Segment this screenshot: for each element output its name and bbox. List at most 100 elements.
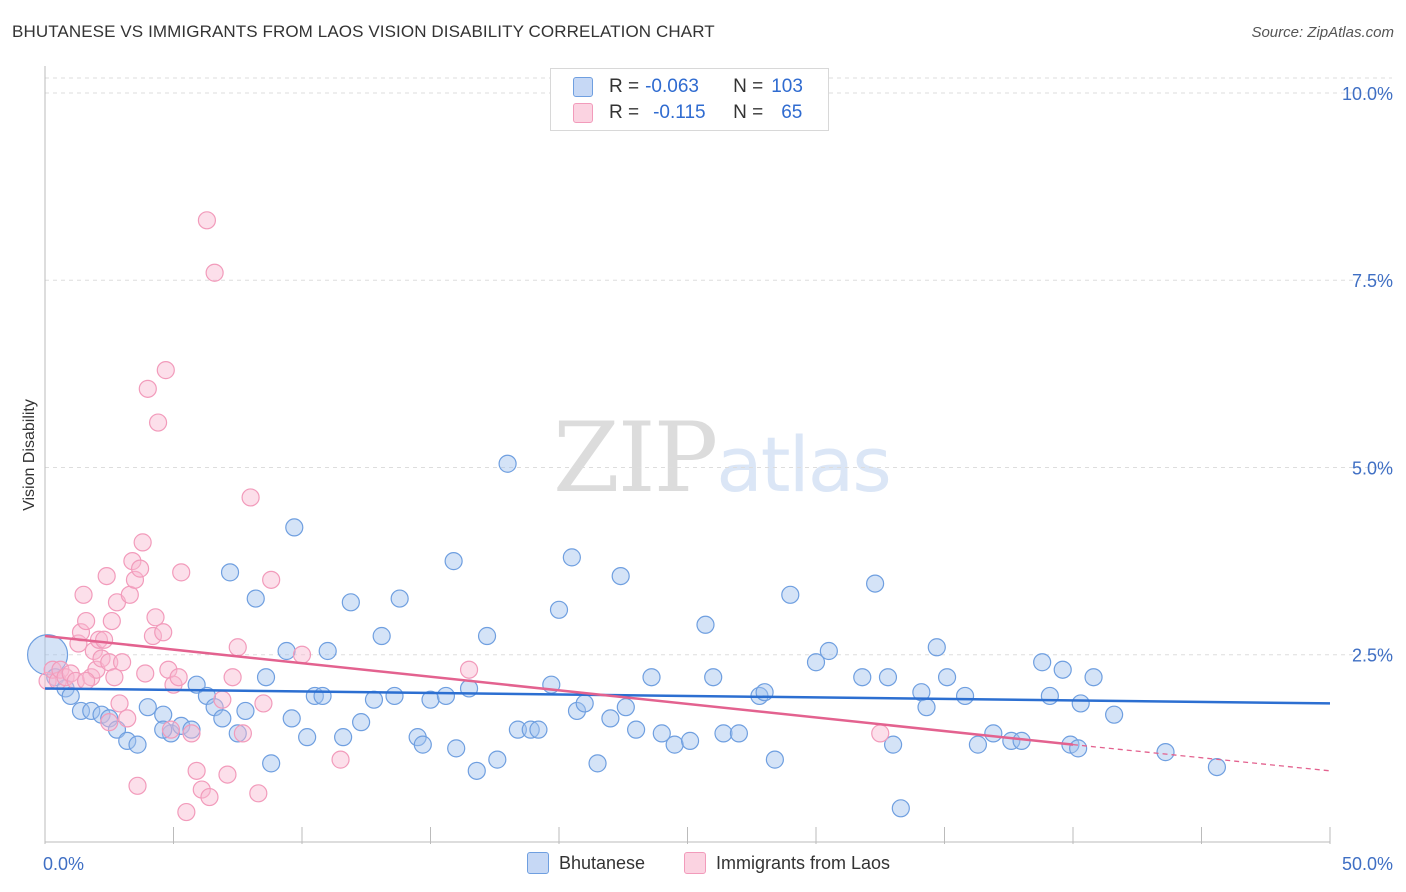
bhutanese-point — [1069, 739, 1088, 758]
bhutanese-point — [82, 701, 101, 721]
laos-point — [123, 552, 142, 571]
bhutanese-point — [421, 690, 440, 709]
laos-point — [187, 761, 206, 780]
bhutanese-point — [372, 626, 391, 646]
series-legend: Bhutanese Immigrants from Laos — [0, 852, 1406, 878]
grid-lines — [45, 77, 1392, 656]
bhutanese-point — [220, 563, 240, 582]
bhutanese-point — [341, 593, 360, 612]
y-tick-label: 7.5% — [1352, 271, 1393, 291]
bhutanese-point — [262, 754, 281, 773]
laos-point — [136, 664, 155, 683]
bhutanese-point — [652, 724, 671, 743]
bhutanese-point — [385, 686, 404, 706]
laos-point — [205, 263, 224, 282]
bhutanese-point — [588, 754, 607, 773]
legend-n-value: 103 — [771, 76, 803, 97]
bhutanese-point — [575, 694, 594, 713]
bhutanese-point — [228, 724, 247, 743]
source-label: Source: ZipAtlas.com — [1251, 24, 1394, 41]
laos-point — [459, 660, 479, 679]
laos-point — [110, 694, 129, 713]
tick-labels: 2.5% 5.0% 7.5% 10.0% 0.0% 50.0% — [43, 84, 1393, 874]
x-tick-label: 0.0% — [43, 854, 84, 874]
laos-point — [156, 361, 175, 380]
bhutanese-point — [277, 641, 296, 661]
legend-swatch-laos — [573, 103, 593, 123]
laos-point — [249, 784, 268, 803]
bhutanese-point — [256, 668, 276, 687]
laos-point — [161, 720, 181, 739]
x-tick-label: 50.0% — [1342, 854, 1393, 874]
laos-point — [871, 724, 890, 743]
bhutanese-point — [968, 735, 988, 754]
bhutanese-point — [529, 720, 548, 739]
bhutanese-point — [883, 735, 903, 754]
bhutanese-point — [107, 720, 127, 739]
bhutanese-point — [282, 709, 301, 728]
bhutanese-point — [917, 698, 936, 717]
bhutanese-point — [806, 653, 826, 672]
correlation-legend: R = -0.063 N = 103 R = -0.115 N = 65 — [550, 68, 829, 131]
laos-point — [177, 802, 196, 822]
laos-point — [254, 694, 273, 713]
series-label-laos: Immigrants from Laos — [716, 852, 891, 873]
legend-n-value: 65 — [781, 102, 803, 123]
chart-title: BHUTANESE VS IMMIGRANTS FROM LAOS VISION… — [12, 22, 715, 41]
series-laos-points — [38, 211, 890, 822]
laos-point — [148, 413, 168, 432]
bhutanese-point — [714, 724, 733, 743]
bhutanese-point — [128, 735, 147, 754]
series-label-bhutanese: Bhutanese — [559, 852, 646, 873]
y-tick-label: 5.0% — [1352, 458, 1393, 478]
watermark: ZIPatlas — [553, 402, 892, 514]
bhutanese-point — [334, 728, 353, 747]
bhutanese-point — [318, 641, 337, 661]
laos-point — [218, 765, 237, 784]
bhutanese-point — [285, 518, 304, 537]
laos-point — [77, 671, 96, 691]
bhutanese-point — [71, 701, 91, 721]
bhutanese-point — [955, 686, 975, 706]
bhutanese-point — [927, 638, 946, 657]
y-tick-label: 10.0% — [1342, 84, 1393, 104]
laos-point — [100, 713, 119, 732]
bhutanese-point — [729, 724, 749, 743]
bhutanese-point — [444, 552, 463, 571]
bhutanese-trend-line — [44, 687, 1331, 705]
laos-point — [112, 653, 132, 672]
laos-trend-line — [44, 634, 1074, 746]
laos-point — [84, 641, 103, 661]
series-swatch-bhutanese — [527, 852, 549, 874]
laos-point — [213, 690, 232, 709]
laos-point — [172, 563, 191, 582]
bhutanese-point — [1084, 668, 1103, 687]
bhutanese-point — [1105, 705, 1124, 724]
laos-point — [182, 724, 201, 743]
bhutanese-point — [562, 548, 581, 567]
bhutanese-point — [601, 709, 620, 728]
bhutanese-point — [213, 709, 232, 728]
bhutanese-point — [704, 668, 723, 687]
bhutanese-point — [853, 668, 872, 687]
axes — [44, 66, 1331, 844]
legend-r-value: -0.115 — [653, 102, 706, 123]
laos-point — [331, 750, 350, 769]
legend-swatch-bhutanese — [573, 77, 593, 97]
legend-n-label: N = — [733, 76, 764, 97]
laos-point — [146, 608, 165, 627]
bhutanese-point — [364, 690, 384, 709]
bhutanese-point — [611, 566, 630, 586]
laos-point — [241, 488, 260, 507]
bhutanese-point — [154, 705, 173, 724]
legend-row-laos: R = -0.115 N = 65 — [573, 101, 802, 125]
trend-lines — [44, 634, 1331, 772]
bhutanese-point — [1207, 757, 1227, 777]
laos-point — [228, 638, 247, 657]
laos-point — [262, 570, 281, 589]
laos-point — [143, 626, 163, 646]
bhutanese-point — [765, 750, 784, 769]
bhutanese-point — [521, 720, 540, 739]
bhutanese-point — [781, 585, 800, 604]
